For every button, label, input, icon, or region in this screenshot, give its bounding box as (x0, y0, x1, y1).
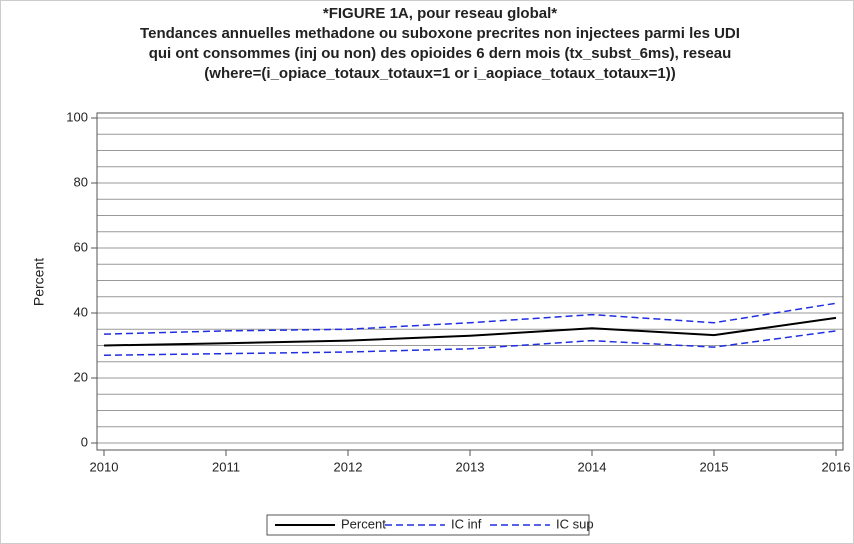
plot-frame (96, 112, 844, 451)
line-series (103, 316, 837, 347)
chart-title: Tendances annuelles methadone ou suboxon… (140, 25, 740, 42)
y-tick-label: 20 (74, 369, 88, 384)
x-tick-label: 2013 (456, 459, 485, 474)
y-tick-label: 40 (74, 304, 88, 319)
x-tick-label: 2016 (822, 459, 851, 474)
line-series (103, 330, 837, 356)
y-tick-label: 60 (74, 239, 88, 254)
x-tick-label: 2014 (578, 459, 607, 474)
line-series (103, 302, 837, 335)
legend (266, 514, 590, 536)
y-axis-label: Percent (31, 258, 47, 306)
legend-label: Percent (341, 516, 386, 531)
x-tick-label: 2015 (700, 459, 729, 474)
x-tick-label: 2010 (90, 459, 119, 474)
x-tick-label: 2012 (334, 459, 363, 474)
y-tick-label: 0 (81, 434, 88, 449)
chart-title: (where=(i_opiace_totaux_totaux=1 or i_ao… (204, 65, 675, 82)
y-tick-label: 80 (74, 174, 88, 189)
legend-label: IC sup (556, 516, 594, 531)
legend-label: IC inf (451, 516, 482, 531)
chart-title: qui ont consommes (inj ou non) des opioi… (149, 45, 732, 62)
chart-title: *FIGURE 1A, pour reseau global* (323, 5, 557, 22)
x-tick-label: 2011 (212, 459, 240, 474)
y-tick-label: 100 (66, 109, 88, 124)
